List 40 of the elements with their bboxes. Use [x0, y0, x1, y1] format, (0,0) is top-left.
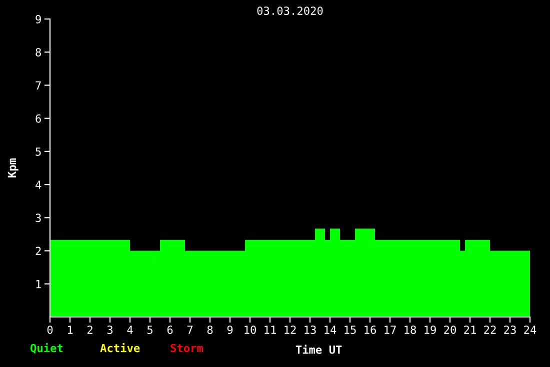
text: Storm — [170, 344, 204, 352]
x-tick-label: 6 — [167, 326, 173, 334]
y-tick-label: 4 — [36, 180, 42, 189]
chart-title: 03.03.2020 — [257, 6, 323, 15]
x-tick-label: 16 — [364, 326, 376, 334]
text: Quiet — [30, 343, 63, 354]
y-axis-title: Kpm — [8, 158, 18, 178]
y-tick-label: 3 — [36, 214, 41, 222]
x-axis-title: Time UT — [296, 344, 342, 354]
x-tick-label: 14 — [324, 326, 336, 334]
text: Active — [100, 343, 140, 352]
y-tick-label: 7 — [36, 81, 41, 90]
x-tick-label: 3 — [107, 326, 113, 334]
x-tick-label: 21 — [464, 326, 476, 334]
x-tick-label: 8 — [207, 326, 213, 334]
x-tick-label: 22 — [484, 326, 496, 334]
x-tick-label: 15 — [344, 326, 356, 334]
y-tick-label: 6 — [36, 114, 41, 123]
x-tick-label: 7 — [187, 326, 193, 334]
x-tick-label: 20 — [444, 326, 456, 334]
x-tick-label: 9 — [227, 326, 233, 334]
x-tick-label: 11 — [264, 326, 276, 334]
y-tick-label: 5 — [36, 148, 41, 156]
x-tick-label: 19 — [424, 326, 436, 334]
x-tick-label: 23 — [504, 326, 516, 334]
x-tick-label: 13 — [304, 326, 316, 334]
y-tick-label: 9 — [36, 15, 41, 24]
x-tick-label: 24 — [524, 326, 536, 334]
x-tick-label: 12 — [284, 326, 296, 334]
y-tick-label: 2 — [36, 246, 41, 256]
x-tick-label: 0 — [47, 326, 53, 334]
x-tick-label: 1 — [68, 326, 73, 334]
x-tick-label: 4 — [127, 326, 133, 334]
y-tick-label: 8 — [36, 48, 41, 57]
x-tick-label: 2 — [87, 326, 92, 334]
x-tick-label: 5 — [147, 326, 152, 334]
x-tick-label: 10 — [244, 326, 256, 334]
x-tick-label: 17 — [384, 326, 396, 334]
x-tick-label: 18 — [404, 326, 416, 334]
y-tick-label: 1 — [36, 280, 41, 288]
